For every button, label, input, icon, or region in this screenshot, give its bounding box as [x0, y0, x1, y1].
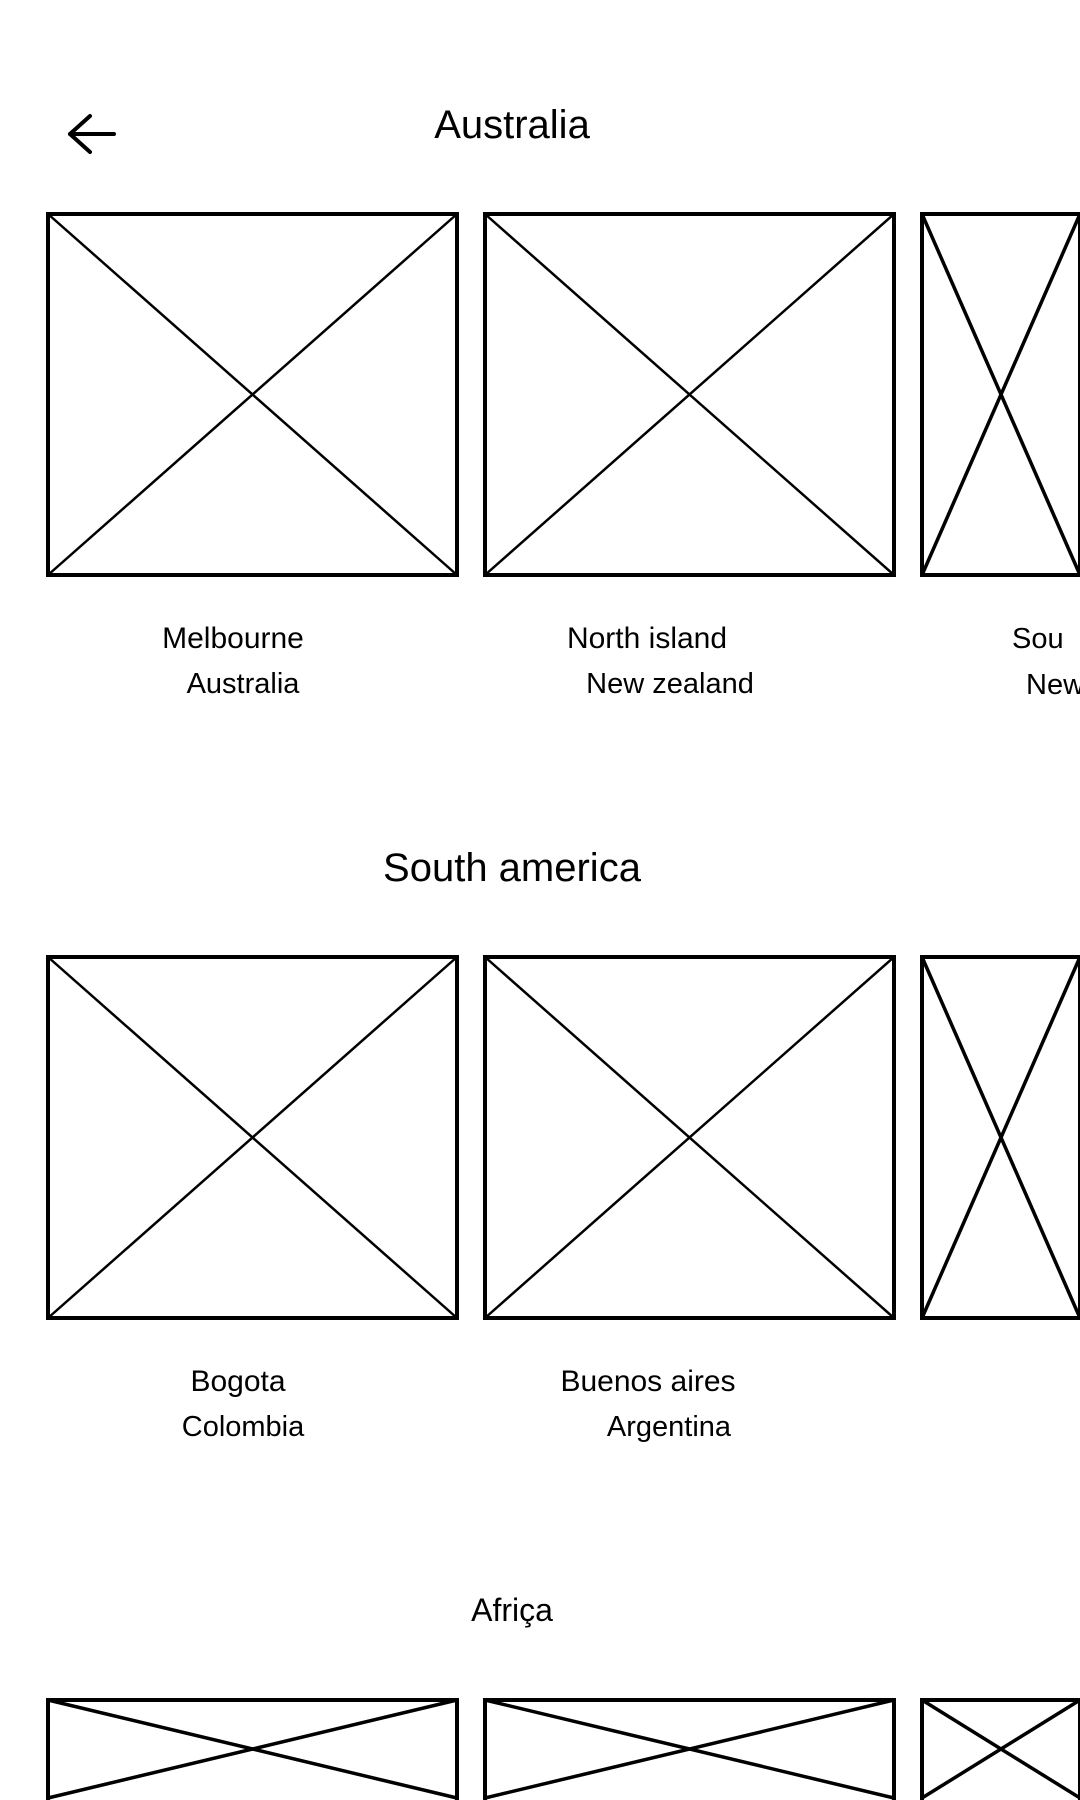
card-city: North island: [566, 622, 728, 655]
destination-card-melbourne[interactable]: Melbourne Australia: [46, 212, 459, 700]
card-city: Bogota: [190, 1365, 286, 1398]
image-placeholder-icon: [483, 1698, 896, 1800]
section-title-australia: Australia: [434, 103, 590, 147]
destination-card-buenos-aires[interactable]: Buenos aires Argentina: [483, 955, 896, 1443]
image-placeholder-icon: [46, 212, 459, 577]
image-placeholder-icon: [920, 212, 1080, 577]
arrow-left-icon: [68, 114, 116, 154]
section-title-south-america: South america: [383, 846, 641, 890]
destination-card-partial[interactable]: Sou New: [920, 212, 1080, 701]
card-country: Colombia: [181, 1411, 305, 1443]
card-country: New zealand: [586, 668, 754, 700]
card-country: Argentina: [606, 1411, 732, 1443]
destination-card-africa-3[interactable]: [920, 1698, 1080, 1800]
image-placeholder-icon: [46, 1698, 459, 1800]
back-button[interactable]: [64, 110, 124, 158]
image-placeholder-icon: [483, 955, 896, 1320]
destination-card-partial[interactable]: [920, 955, 1080, 1321]
image-placeholder-icon: [920, 1698, 1080, 1800]
card-country: Australia: [186, 668, 300, 700]
image-placeholder-icon: [46, 955, 459, 1320]
section-title-africa: Afriça: [471, 1592, 553, 1628]
destination-card-africa-1[interactable]: [46, 1698, 459, 1800]
destination-card-north-island[interactable]: North island New zealand: [483, 212, 896, 700]
image-placeholder-icon: [920, 955, 1080, 1320]
destination-card-bogota[interactable]: Bogota Colombia: [46, 955, 459, 1443]
card-city: Buenos aires: [560, 1365, 736, 1398]
image-placeholder-icon: [483, 212, 896, 577]
card-city: Melbourne: [162, 622, 304, 655]
card-city: Sou: [1012, 623, 1064, 655]
destination-card-africa-2[interactable]: [483, 1698, 896, 1800]
card-country: New: [1026, 669, 1080, 701]
